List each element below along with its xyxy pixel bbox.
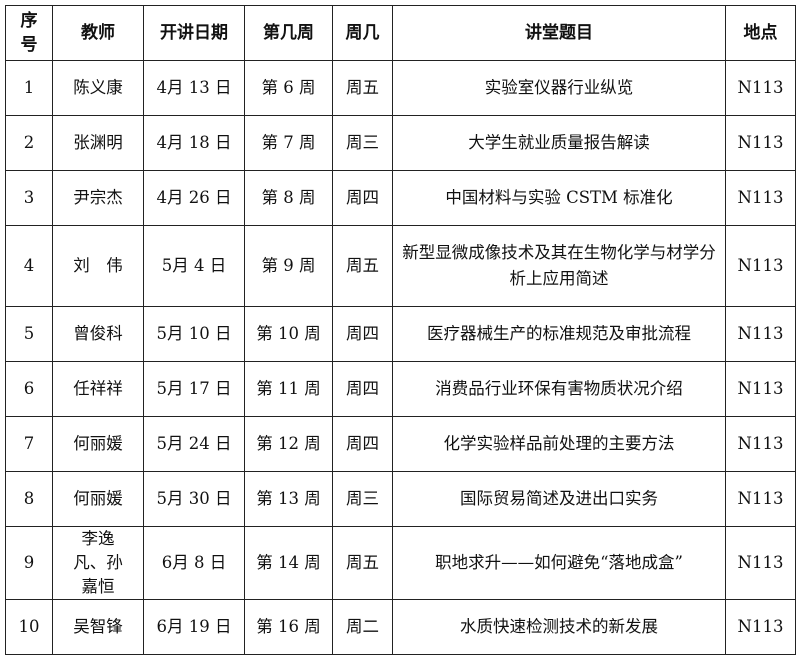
cell-no: 4 [5, 225, 53, 307]
cell-topic: 新型显微成像技术及其在生物化学与材学分析上应用简述 [392, 225, 726, 307]
cell-date: 5月 24 日 [143, 416, 245, 472]
cell-day: 周四 [332, 170, 393, 226]
cell-topic: 实验室仪器行业纵览 [392, 60, 726, 116]
cell-week: 第 10 周 [244, 306, 333, 362]
cell-date: 4月 18 日 [143, 115, 245, 171]
cell-week: 第 12 周 [244, 416, 333, 472]
cell-day: 周三 [332, 115, 393, 171]
table-row: 9 李逸凡、孙嘉恒 6月 8 日第 14 周周五 职地求升——如何避免“落地成盒” N1… [5, 526, 796, 600]
cell-week: 第 9 周 [244, 225, 333, 307]
cell-date: 4月 26 日 [143, 170, 245, 226]
cell-teacher: 任祥祥 [52, 361, 144, 417]
cell-no: 3 [5, 170, 53, 226]
cell-week: 第 13 周 [244, 471, 333, 527]
cell-topic: 水质快速检测技术的新发展 [392, 599, 726, 655]
cell-place: N113 [725, 225, 796, 307]
header-topic: 讲堂题目 [392, 5, 726, 61]
cell-no: 9 [5, 526, 53, 600]
cell-day: 周五 [332, 225, 393, 307]
cell-topic: 中国材料与实验 CSTM 标准化 [392, 170, 726, 226]
cell-place: N113 [725, 60, 796, 116]
cell-week: 第 16 周 [244, 599, 333, 655]
cell-day: 周五 [332, 526, 393, 600]
header-week: 第几周 [244, 5, 333, 61]
cell-teacher: 曾俊科 [52, 306, 144, 362]
cell-no: 6 [5, 361, 53, 417]
cell-topic: 化学实验样品前处理的主要方法 [392, 416, 726, 472]
cell-topic: 职地求升——如何避免“落地成盒” [392, 526, 726, 600]
cell-place: N113 [725, 526, 796, 600]
header-no: 序号 [5, 5, 53, 61]
cell-date: 5月 10 日 [143, 306, 245, 362]
cell-teacher: 李逸凡、孙嘉恒 [52, 526, 144, 600]
table-row: 1 陈义康 4月 13 日第 6 周周五 实验室仪器行业纵览 N113 [5, 60, 796, 116]
cell-date: 6月 19 日 [143, 599, 245, 655]
cell-teacher: 陈义康 [52, 60, 144, 116]
cell-date: 5月 30 日 [143, 471, 245, 527]
table-row: 10 吴智锋 6月 19 日第 16 周周二 水质快速检测技术的新发展 N113 [5, 599, 796, 655]
cell-teacher: 张渊明 [52, 115, 144, 171]
cell-week: 第 6 周 [244, 60, 333, 116]
cell-week: 第 14 周 [244, 526, 333, 600]
table-row: 3 尹宗杰 4月 26 日第 8 周周四 中国材料与实验 CSTM 标准化 N113 [5, 170, 796, 226]
cell-no: 8 [5, 471, 53, 527]
cell-teacher: 刘 伟 [52, 225, 144, 307]
cell-place: N113 [725, 361, 796, 417]
cell-week: 第 7 周 [244, 115, 333, 171]
table-row: 7 何丽媛 5月 24 日第 12 周周四 化学实验样品前处理的主要方法 N113 [5, 416, 796, 472]
header-row: 序号 教师 开讲日期 第几周 周几 讲堂题目 地点 [5, 5, 796, 61]
cell-date: 4月 13 日 [143, 60, 245, 116]
cell-teacher: 尹宗杰 [52, 170, 144, 226]
cell-place: N113 [725, 170, 796, 226]
cell-place: N113 [725, 471, 796, 527]
cell-day: 周三 [332, 471, 393, 527]
cell-date: 5月 4 日 [143, 225, 245, 307]
table-row: 8 何丽媛 5月 30 日第 13 周周三 国际贸易简述及进出口实务 N113 [5, 471, 796, 527]
cell-no: 5 [5, 306, 53, 362]
cell-week: 第 8 周 [244, 170, 333, 226]
cell-no: 1 [5, 60, 53, 116]
cell-teacher: 何丽媛 [52, 471, 144, 527]
header-date: 开讲日期 [143, 5, 245, 61]
header-day: 周几 [332, 5, 393, 61]
header-place: 地点 [725, 5, 796, 61]
cell-no: 2 [5, 115, 53, 171]
cell-teacher: 吴智锋 [52, 599, 144, 655]
cell-teacher: 何丽媛 [52, 416, 144, 472]
cell-topic: 医疗器械生产的标准规范及审批流程 [392, 306, 726, 362]
cell-topic: 大学生就业质量报告解读 [392, 115, 726, 171]
cell-place: N113 [725, 599, 796, 655]
cell-no: 10 [5, 599, 53, 655]
table-row: 5 曾俊科 5月 10 日第 10 周周四 医疗器械生产的标准规范及审批流程 N113 [5, 306, 796, 362]
cell-place: N113 [725, 306, 796, 362]
cell-day: 周四 [332, 361, 393, 417]
cell-date: 6月 8 日 [143, 526, 245, 600]
cell-week: 第 11 周 [244, 361, 333, 417]
lecture-schedule-table: 序号 教师 开讲日期 第几周 周几 讲堂题目 地点 1 陈义康 4月 13 日第 6… [5, 5, 796, 655]
cell-day: 周四 [332, 416, 393, 472]
cell-topic: 消费品行业环保有害物质状况介绍 [392, 361, 726, 417]
cell-day: 周二 [332, 599, 393, 655]
cell-no: 7 [5, 416, 53, 472]
table-row: 6 任祥祥 5月 17 日第 11 周周四 消费品行业环保有害物质状况介绍 N113 [5, 361, 796, 417]
cell-place: N113 [725, 115, 796, 171]
cell-day: 周四 [332, 306, 393, 362]
cell-day: 周五 [332, 60, 393, 116]
cell-date: 5月 17 日 [143, 361, 245, 417]
header-teacher: 教师 [52, 5, 144, 61]
cell-place: N113 [725, 416, 796, 472]
cell-topic: 国际贸易简述及进出口实务 [392, 471, 726, 527]
table-row: 2 张渊明 4月 18 日第 7 周周三 大学生就业质量报告解读 N113 [5, 115, 796, 171]
